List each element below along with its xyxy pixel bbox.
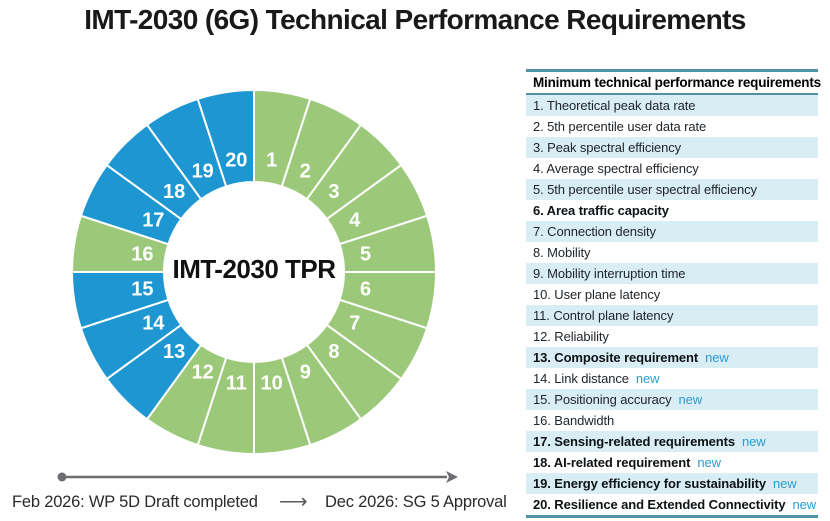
donut-segment-label-15: 15 xyxy=(131,279,153,301)
requirements-table: Minimum technical performance requiremen… xyxy=(526,69,821,518)
requirement-row: 19. Energy efficiency for sustainability… xyxy=(526,473,818,494)
donut-segment-label-7: 7 xyxy=(349,312,360,334)
donut-segment-label-19: 19 xyxy=(192,160,214,182)
requirement-row: 16. Bandwidth xyxy=(526,410,818,431)
requirement-row: 7. Connection density xyxy=(526,221,818,242)
timeline-right-label: Dec 2026: SG 5 Approval xyxy=(325,493,507,511)
requirement-text: 12. Reliability xyxy=(533,329,609,344)
requirement-text: 4. Average spectral efficiency xyxy=(533,161,699,176)
requirement-text: 8. Mobility xyxy=(533,245,591,260)
requirement-text: 18. AI-related requirement xyxy=(533,455,691,470)
requirement-text: 14. Link distance xyxy=(533,371,629,386)
donut-chart-container: 1 2 3 4 5 6 7 8 9 10 11 12 13 14 15 16 17 18 19 20 IMT-2030… xyxy=(64,82,444,462)
requirement-row: 3. Peak spectral efficiency xyxy=(526,137,818,158)
requirement-row: 13. Composite requirement new xyxy=(526,347,818,368)
donut-segment-label-6: 6 xyxy=(360,279,371,301)
donut-segment-label-11: 11 xyxy=(226,373,247,395)
requirement-row: 6. Area traffic capacity xyxy=(526,200,818,221)
requirement-text: 11. Control plane latency xyxy=(533,308,674,323)
new-badge: new xyxy=(741,434,766,449)
requirement-text: 20. Resilience and Extended Connectivity xyxy=(533,497,786,512)
requirement-text: 7. Connection density xyxy=(533,224,656,239)
requirement-row: 18. AI-related requirement new xyxy=(526,452,818,473)
donut-segment-label-1: 1 xyxy=(266,149,277,171)
requirement-text: 1. Theoretical peak data rate xyxy=(533,98,696,113)
requirement-text: 15. Positioning accuracy xyxy=(533,392,672,407)
requirement-text: 6. Area traffic capacity xyxy=(533,203,669,218)
requirement-row: 12. Reliability xyxy=(526,326,818,347)
requirement-text: 19. Energy efficiency for sustainability xyxy=(533,476,766,491)
requirement-text: 16. Bandwidth xyxy=(533,413,615,428)
timeline-arrowhead-icon xyxy=(446,471,458,483)
donut-segment-label-4: 4 xyxy=(349,210,361,232)
requirement-row: 8. Mobility xyxy=(526,242,818,263)
new-badge: new xyxy=(678,392,703,407)
donut-segment-label-8: 8 xyxy=(328,341,339,363)
requirement-text: 3. Peak spectral efficiency xyxy=(533,140,682,155)
requirement-row: 11. Control plane latency xyxy=(526,305,818,326)
donut-segment-label-2: 2 xyxy=(300,160,311,182)
new-badge: new xyxy=(705,350,729,365)
timeline xyxy=(57,471,458,483)
requirement-text: 9. Mobility interruption time xyxy=(533,266,686,281)
requirement-row: 15. Positioning accuracy new xyxy=(526,389,818,410)
requirement-row: 5. 5th percentile user spectral efficien… xyxy=(526,179,818,200)
requirement-row: 4. Average spectral efficiency xyxy=(526,158,818,179)
new-badge: new xyxy=(792,497,817,512)
table-body: 1. Theoretical peak data rate 2. 5th perc… xyxy=(526,95,818,515)
donut-segment-label-13: 13 xyxy=(163,341,185,363)
donut-segment-label-3: 3 xyxy=(328,181,339,203)
page-title: IMT-2030 (6G) Technical Performance Requ… xyxy=(84,4,746,35)
timeline-arrow-icon: ⟶ xyxy=(279,491,308,513)
table-header: Minimum technical performance requiremen… xyxy=(526,72,821,95)
donut-segment-label-18: 18 xyxy=(163,181,185,203)
new-badge: new xyxy=(635,371,660,386)
timeline-left-label: Feb 2026: WP 5D Draft completed xyxy=(12,493,258,511)
donut-segment-label-16: 16 xyxy=(131,243,153,265)
donut-segment-label-20: 20 xyxy=(225,149,247,171)
requirement-row: 20. Resilience and Extended Connectivity… xyxy=(526,494,818,515)
new-badge: new xyxy=(697,455,721,470)
requirement-row: 1. Theoretical peak data rate xyxy=(526,95,818,116)
donut-segment-label-9: 9 xyxy=(300,362,311,384)
requirement-text: 17. Sensing-related requirements xyxy=(533,434,735,449)
requirement-row: 14. Link distance new xyxy=(526,368,818,389)
donut-segment-label-5: 5 xyxy=(360,243,371,265)
requirement-text: 2. 5th percentile user data rate xyxy=(533,119,707,134)
donut-segment-label-17: 17 xyxy=(142,210,164,232)
requirement-text: 5. 5th percentile user spectral efficien… xyxy=(533,182,757,197)
donut-segment-label-14: 14 xyxy=(142,312,165,334)
requirement-row: 2. 5th percentile user data rate xyxy=(526,116,818,137)
requirement-text: 13. Composite requirement xyxy=(533,350,699,365)
requirement-row: 17. Sensing-related requirements new xyxy=(526,431,818,452)
requirement-row: 9. Mobility interruption time xyxy=(526,263,818,284)
donut-segment-label-10: 10 xyxy=(261,373,283,395)
new-badge: new xyxy=(772,476,797,491)
donut-center-label: IMT-2030 TPR xyxy=(172,254,336,284)
requirement-text: 10. User plane latency xyxy=(533,287,661,302)
requirement-row: 10. User plane latency xyxy=(526,284,818,305)
donut-segment-20 xyxy=(196,88,255,188)
donut-segment-label-12: 12 xyxy=(192,362,214,384)
